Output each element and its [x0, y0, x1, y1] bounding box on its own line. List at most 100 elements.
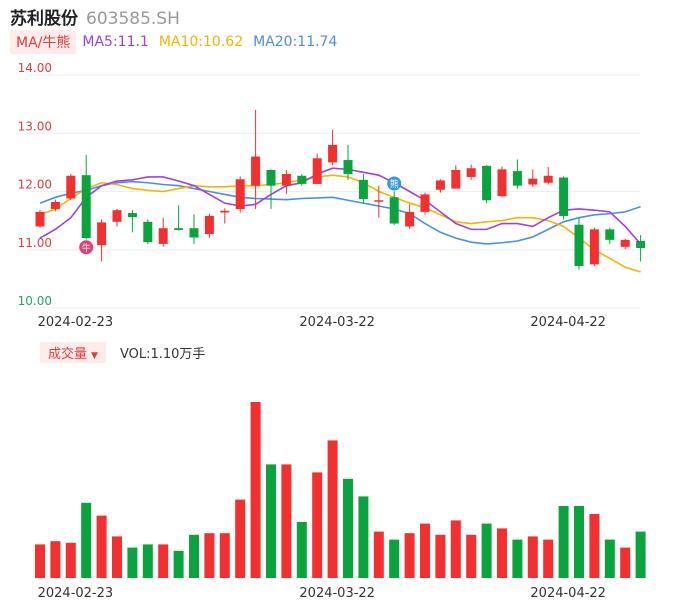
candle-body[interactable]: [35, 211, 45, 227]
volume-bar[interactable]: [312, 472, 323, 578]
candle-body[interactable]: [512, 171, 522, 186]
ma5-legend: MA5:11.1: [82, 34, 149, 50]
volume-bar[interactable]: [35, 544, 45, 578]
candle-body[interactable]: [559, 177, 569, 216]
candle-body[interactable]: [251, 156, 261, 186]
candle-body[interactable]: [343, 160, 353, 175]
volume-bar[interactable]: [527, 536, 538, 578]
volume-bar[interactable]: [219, 533, 230, 578]
candle-body[interactable]: [266, 169, 276, 186]
candle-body[interactable]: [451, 169, 461, 189]
volume-bar[interactable]: [420, 523, 430, 578]
volume-bar[interactable]: [50, 541, 61, 578]
volume-bar[interactable]: [250, 402, 261, 578]
ma10-legend: MA10:10.62: [158, 34, 244, 50]
candle-body[interactable]: [97, 222, 107, 246]
volume-bar[interactable]: [558, 506, 569, 578]
volume-indicator-selector[interactable]: 成交量 ▼: [40, 341, 106, 363]
candle-body[interactable]: [358, 179, 368, 200]
volume-bar[interactable]: [327, 440, 338, 578]
candle-body[interactable]: [620, 239, 630, 247]
volume-bar[interactable]: [404, 533, 415, 578]
x-tick-label: 2024-03-22: [299, 586, 375, 601]
candle-body[interactable]: [389, 197, 399, 224]
candle-body[interactable]: [497, 169, 507, 197]
candle-body[interactable]: [466, 168, 476, 177]
candle-body[interactable]: [112, 210, 122, 222]
volume-bar[interactable]: [373, 531, 384, 578]
volume-bar[interactable]: [65, 542, 76, 578]
x-tick-label: 2024-04-22: [530, 315, 606, 330]
volume-bar[interactable]: [158, 544, 169, 578]
candle-body[interactable]: [482, 165, 492, 201]
candle-body[interactable]: [574, 224, 584, 267]
stock-title: 苏利股份 603585.SH: [10, 4, 180, 29]
volume-bar[interactable]: [112, 536, 122, 578]
candle-body[interactable]: [81, 175, 91, 239]
volume-bar[interactable]: [481, 523, 492, 578]
volume-bar[interactable]: [604, 539, 615, 578]
x-tick-label: 2024-02-23: [38, 315, 114, 330]
volume-bar[interactable]: [189, 534, 199, 578]
volume-bar[interactable]: [142, 544, 153, 578]
volume-bar[interactable]: [343, 478, 353, 578]
candle-body[interactable]: [605, 229, 615, 240]
volume-bar[interactable]: [235, 499, 246, 578]
ma5-line: [39, 167, 642, 245]
candle-body[interactable]: [50, 201, 60, 209]
volume-bar[interactable]: [389, 539, 400, 578]
volume-value: VOL:1.10万手: [119, 346, 206, 362]
candle-body[interactable]: [543, 175, 553, 183]
volume-bar[interactable]: [635, 531, 646, 578]
candle-body[interactable]: [435, 180, 445, 190]
candle-body[interactable]: [189, 228, 199, 238]
volume-bar[interactable]: [204, 533, 215, 578]
candle-body[interactable]: [174, 228, 184, 230]
volume-bar[interactable]: [173, 550, 184, 578]
volume-bar[interactable]: [466, 534, 477, 578]
volume-bar[interactable]: [574, 506, 584, 578]
candle-body[interactable]: [420, 194, 430, 212]
candle-body[interactable]: [66, 175, 76, 199]
candle-body[interactable]: [204, 215, 214, 235]
candle-body[interactable]: [328, 144, 338, 163]
x-tick-label: 2024-04-22: [530, 586, 606, 601]
x-tick-label: 2024-03-22: [299, 315, 375, 330]
candle-body[interactable]: [235, 179, 245, 209]
bull-marker-icon[interactable]: [79, 240, 94, 255]
ma-legend: MA/牛熊 MA5:11.1 MA10:10.62 MA20:11.74: [10, 30, 347, 54]
candle-body[interactable]: [589, 229, 599, 265]
candle-body[interactable]: [374, 200, 384, 202]
ma20-legend: MA20:11.74: [253, 34, 338, 50]
candle-body[interactable]: [143, 221, 153, 243]
volume-bar[interactable]: [589, 514, 600, 578]
stock-name: 苏利股份: [10, 9, 78, 29]
candle-body[interactable]: [220, 210, 230, 213]
candle-body[interactable]: [405, 211, 415, 227]
volume-bar[interactable]: [512, 539, 523, 578]
volume-bar[interactable]: [96, 515, 107, 578]
volume-bar[interactable]: [266, 464, 276, 578]
candle-body[interactable]: [312, 158, 322, 184]
volume-bar[interactable]: [450, 520, 461, 578]
volume-bar[interactable]: [358, 496, 369, 578]
volume-bar[interactable]: [296, 522, 307, 578]
volume-legend: 成交量 ▼ VOL:1.10万手: [40, 341, 206, 363]
volume-bar[interactable]: [543, 539, 554, 578]
candle-body[interactable]: [528, 178, 538, 185]
candle-body[interactable]: [636, 241, 646, 249]
volume-bar[interactable]: [620, 547, 631, 578]
volume-bar[interactable]: [81, 502, 92, 578]
candle-body[interactable]: [281, 174, 291, 186]
candle-body[interactable]: [158, 228, 168, 244]
y-tick-label: 10.00: [18, 294, 52, 308]
volume-bar[interactable]: [497, 528, 507, 578]
candle-body[interactable]: [297, 175, 307, 184]
volume-bar[interactable]: [281, 464, 292, 578]
volume-bar[interactable]: [435, 534, 446, 578]
volume-bar[interactable]: [127, 547, 138, 578]
candle-body[interactable]: [127, 213, 137, 218]
bear-marker-icon[interactable]: [387, 176, 402, 191]
ma-indicator-selector[interactable]: MA/牛熊: [10, 30, 77, 54]
